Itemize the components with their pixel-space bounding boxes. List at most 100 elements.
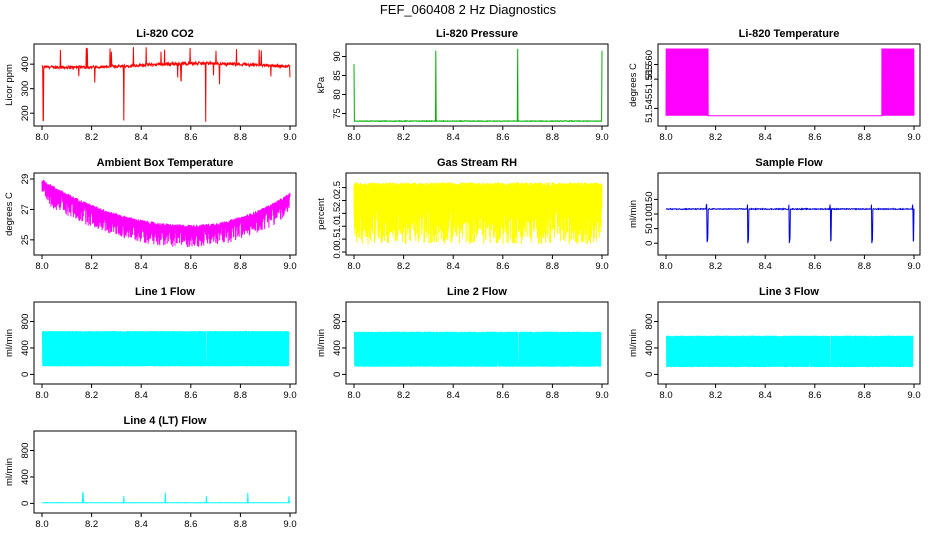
y-tick-label: 1.5 — [332, 207, 343, 220]
x-tick-label: 8.4 — [759, 132, 772, 143]
x-tick-label: 9.0 — [283, 390, 296, 401]
y-tick-label: 0 — [332, 372, 343, 377]
y-axis-label: kPa — [316, 76, 327, 93]
y-tick-label: 51.560 — [644, 50, 655, 79]
series-line-box_temp — [41, 179, 291, 248]
y-axis-label: Licor ppm — [4, 64, 15, 106]
x-tick-label: 8.0 — [35, 390, 48, 401]
x-tick-label: 8.6 — [496, 261, 509, 272]
y-tick-label: 0 — [20, 501, 31, 506]
x-tick-label: 8.0 — [35, 261, 48, 272]
series-line-pressure — [353, 48, 603, 123]
series-line-co2 — [41, 47, 291, 122]
y-tick-label: 100 — [644, 206, 655, 222]
x-tick-label: 8.2 — [85, 519, 98, 530]
y-tick-label: 25 — [20, 235, 31, 246]
x-tick-label: 8.0 — [347, 390, 360, 401]
x-tick-label: 8.6 — [184, 519, 197, 530]
x-tick-label: 8.2 — [709, 261, 722, 272]
plot-frame — [345, 301, 609, 385]
x-tick-label: 8.2 — [397, 132, 410, 143]
x-tick-label: 8.8 — [546, 261, 559, 272]
y-tick-label: 1.0 — [332, 220, 343, 233]
series-line-rh — [353, 182, 603, 245]
x-tick-label: 8.4 — [447, 132, 460, 143]
x-tick-label: 8.6 — [496, 390, 509, 401]
y-tick-label: 85 — [332, 70, 343, 81]
panel-licor_temp: Li-820 Temperature 8.0 8.2 8.4 8.6 8.8 9.0 51.5… — [628, 28, 921, 143]
panel-line2: Line 2 Flow 8.0 8.2 8.4 8.6 8.8 9.0 0 400 800 ml/m… — [316, 286, 609, 401]
y-axis-label: degrees C — [628, 63, 639, 107]
plot-frame — [33, 43, 297, 127]
x-tick-label: 8.4 — [759, 261, 772, 272]
y-tick-label: 400 — [644, 340, 655, 356]
y-tick-label: 0.0 — [332, 245, 343, 258]
y-tick-label: 200 — [20, 105, 31, 121]
y-tick-label: 90 — [332, 51, 343, 62]
x-tick-label: 8.0 — [35, 132, 48, 143]
chart-title: Line 2 Flow — [447, 286, 507, 298]
y-tick-label: 400 — [20, 469, 31, 485]
y-tick-label: 29 — [20, 174, 31, 185]
y-tick-label: 400 — [20, 56, 31, 72]
x-tick-label: 8.4 — [135, 390, 148, 401]
x-tick-label: 9.0 — [595, 261, 608, 272]
panel-co2: Li-820 CO2 8.0 8.2 8.4 8.6 8.8 9.0 200 300 400 Lic… — [4, 28, 297, 143]
x-tick-label: 8.4 — [135, 261, 148, 272]
x-tick-label: 8.2 — [709, 390, 722, 401]
y-tick-label: 50 — [644, 223, 655, 234]
panel-line3: Line 3 Flow 8.0 8.2 8.4 8.6 8.8 9.0 0 400 800 ml/m… — [628, 286, 921, 401]
x-tick-label: 8.2 — [85, 132, 98, 143]
y-tick-label: 51.545 — [644, 94, 655, 123]
series-line-sample_flow — [665, 204, 915, 244]
plot-frame — [33, 172, 297, 256]
x-tick-label: 8.0 — [35, 519, 48, 530]
y-axis-label: ml/min — [4, 329, 15, 357]
panel-pressure: Li-820 Pressure 8.0 8.2 8.4 8.6 8.8 9.0 75 80 85 9… — [316, 28, 609, 143]
chart-title: Line 4 (LT) Flow — [124, 415, 207, 427]
y-tick-label: 300 — [20, 81, 31, 97]
x-tick-label: 8.6 — [184, 261, 197, 272]
x-tick-label: 8.4 — [135, 132, 148, 143]
plot-frame — [345, 43, 609, 127]
y-tick-label: 0 — [20, 372, 31, 377]
y-axis-label: ml/min — [316, 329, 327, 357]
y-axis-label: ml/min — [628, 200, 639, 228]
x-tick-label: 9.0 — [907, 132, 920, 143]
plot-frame — [345, 172, 609, 256]
chart-title: Line 3 Flow — [759, 286, 819, 298]
x-tick-label: 9.0 — [907, 390, 920, 401]
y-axis-label: ml/min — [4, 458, 15, 486]
y-tick-label: 400 — [20, 340, 31, 356]
y-axis-label: degrees C — [4, 192, 15, 236]
x-tick-label: 8.8 — [546, 132, 559, 143]
x-tick-label: 8.2 — [397, 261, 410, 272]
x-tick-label: 8.4 — [447, 261, 460, 272]
chart-title: Gas Stream RH — [437, 157, 517, 169]
series-line-licor_temp — [665, 48, 915, 117]
chart-title: Li-820 Temperature — [739, 28, 840, 40]
x-tick-label: 8.2 — [709, 132, 722, 143]
x-tick-label: 9.0 — [595, 132, 608, 143]
x-tick-label: 9.0 — [595, 390, 608, 401]
x-tick-label: 8.4 — [759, 390, 772, 401]
y-axis-label: ml/min — [628, 329, 639, 357]
x-tick-label: 8.0 — [659, 132, 672, 143]
x-tick-label: 8.0 — [347, 132, 360, 143]
panel-box_temp: Ambient Box Temperature 8.0 8.2 8.4 8.6 8.8 9.… — [4, 157, 297, 272]
x-tick-label: 8.8 — [234, 390, 247, 401]
x-tick-label: 8.0 — [659, 390, 672, 401]
x-tick-label: 8.4 — [135, 519, 148, 530]
panel-line1: Line 1 Flow 8.0 8.2 8.4 8.6 8.8 9.0 0 400 800 ml/m… — [4, 286, 297, 401]
y-tick-label: 51.555 — [644, 65, 655, 94]
y-tick-label: 400 — [332, 340, 343, 356]
series-line-line2 — [354, 331, 602, 367]
x-tick-label: 9.0 — [283, 261, 296, 272]
x-tick-label: 9.0 — [907, 261, 920, 272]
series-line-line1 — [42, 330, 290, 367]
x-tick-label: 8.6 — [808, 390, 821, 401]
x-tick-label: 8.2 — [397, 390, 410, 401]
x-tick-label: 8.8 — [234, 132, 247, 143]
panel-line4: Line 4 (LT) Flow 8.0 8.2 8.4 8.6 8.8 9.0 0 400 80… — [4, 415, 297, 530]
